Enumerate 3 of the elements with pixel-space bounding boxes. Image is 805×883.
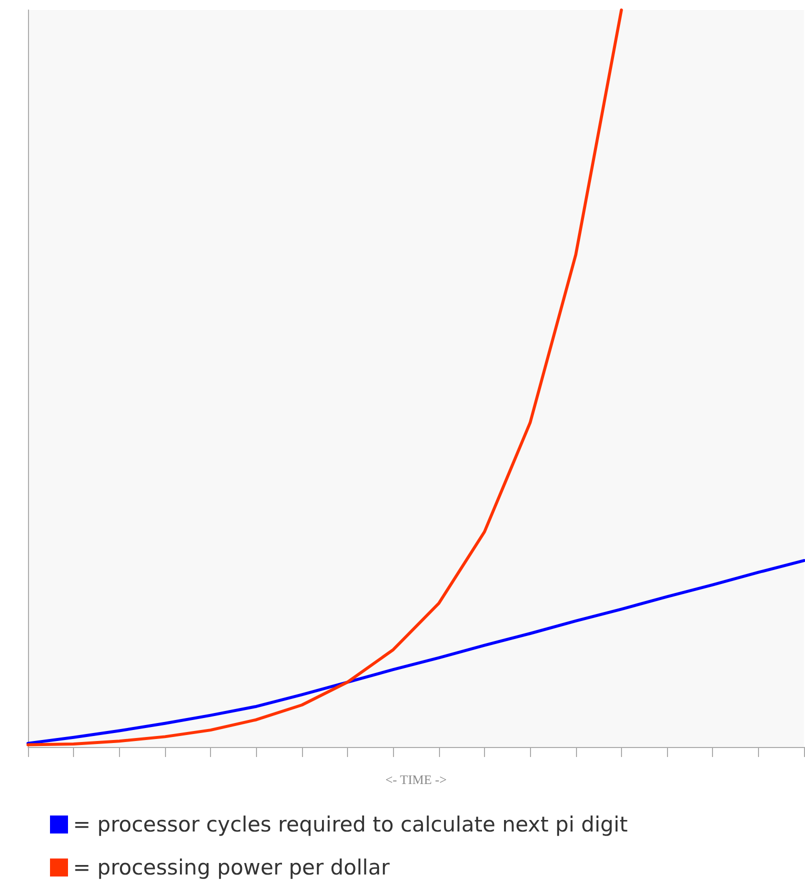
legend-label: = processor cycles required to calculate next pi digit — [73, 812, 628, 836]
x-axis-title: <- TIME -> — [385, 772, 447, 787]
legend-label: = processing power per dollar — [73, 856, 390, 880]
